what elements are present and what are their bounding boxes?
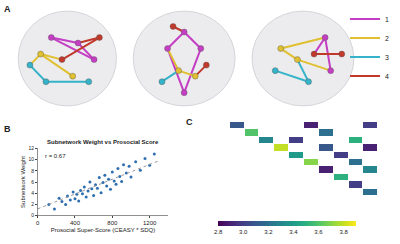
svg-text:C: C (186, 117, 193, 127)
svg-text:2: 2 (385, 35, 389, 42)
svg-text:Subnetwork Weight: Subnetwork Weight (20, 156, 26, 208)
svg-text:Prosocial Super-Score (CEASY *: Prosocial Super-Score (CEASY * SDQ) (51, 227, 156, 233)
svg-text:3.6: 3.6 (314, 229, 323, 235)
svg-text:2: 2 (31, 201, 34, 207)
svg-text:12: 12 (28, 145, 34, 151)
svg-text:10: 10 (28, 156, 34, 162)
svg-text:4: 4 (385, 73, 389, 80)
svg-text:3.2: 3.2 (264, 229, 273, 235)
svg-text:400: 400 (70, 220, 81, 226)
svg-text:8: 8 (31, 168, 34, 174)
svg-text:4: 4 (31, 190, 34, 196)
svg-text:r = 0.67: r = 0.67 (45, 153, 66, 159)
svg-text:3: 3 (385, 54, 389, 61)
svg-text:3.0: 3.0 (239, 229, 248, 235)
svg-text:2.8: 2.8 (214, 229, 223, 235)
svg-text:0: 0 (31, 212, 34, 218)
svg-text:0: 0 (36, 220, 40, 226)
svg-text:800: 800 (107, 220, 118, 226)
svg-text:3.8: 3.8 (339, 229, 348, 235)
svg-text:Subnetwork Weight vs Prosocial: Subnetwork Weight vs Prosocial Score (47, 139, 159, 145)
svg-text:1: 1 (385, 16, 389, 23)
svg-text:B: B (4, 124, 11, 134)
svg-text:A: A (4, 4, 11, 14)
svg-text:1200: 1200 (143, 220, 157, 226)
svg-text:3.4: 3.4 (289, 229, 298, 235)
svg-text:6: 6 (31, 179, 34, 185)
